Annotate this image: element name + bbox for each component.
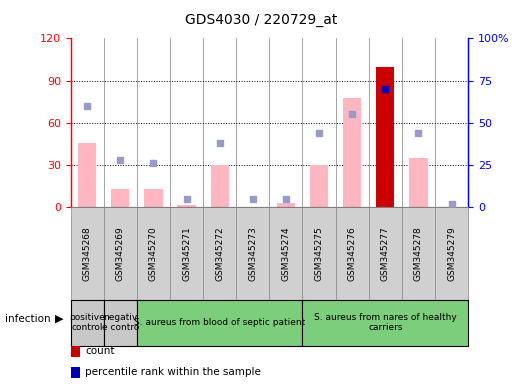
Text: percentile rank within the sample: percentile rank within the sample (85, 367, 261, 377)
Bar (376, 66, 394, 207)
Text: S. aureus from blood of septic patient: S. aureus from blood of septic patient (134, 318, 305, 327)
Text: count: count (85, 346, 115, 356)
Text: S. aureus from nares of healthy
carriers: S. aureus from nares of healthy carriers (314, 313, 457, 332)
Bar (111, 189, 129, 207)
Bar (177, 205, 196, 207)
Text: GSM345269: GSM345269 (116, 226, 125, 281)
Text: GSM345271: GSM345271 (182, 226, 191, 281)
Text: GSM345276: GSM345276 (348, 226, 357, 281)
Text: positive
control: positive control (69, 313, 105, 332)
Bar (277, 203, 295, 207)
Text: GSM345277: GSM345277 (381, 226, 390, 281)
Text: GSM345274: GSM345274 (281, 226, 290, 281)
Text: GDS4030 / 220729_at: GDS4030 / 220729_at (185, 13, 338, 27)
Bar (410, 158, 427, 207)
Text: GSM345268: GSM345268 (83, 226, 92, 281)
Bar (310, 165, 328, 207)
Text: infection: infection (5, 314, 51, 324)
Bar (211, 165, 229, 207)
Text: GSM345270: GSM345270 (149, 226, 158, 281)
Bar (78, 142, 96, 207)
Text: GSM345278: GSM345278 (414, 226, 423, 281)
Bar (343, 98, 361, 207)
Text: GSM345275: GSM345275 (314, 226, 324, 281)
Text: GSM345273: GSM345273 (248, 226, 257, 281)
Bar (144, 189, 163, 207)
Text: GSM345279: GSM345279 (447, 226, 456, 281)
Text: ▶: ▶ (55, 314, 63, 324)
Text: negativ
e contro: negativ e contro (101, 313, 139, 332)
Text: GSM345272: GSM345272 (215, 226, 224, 281)
